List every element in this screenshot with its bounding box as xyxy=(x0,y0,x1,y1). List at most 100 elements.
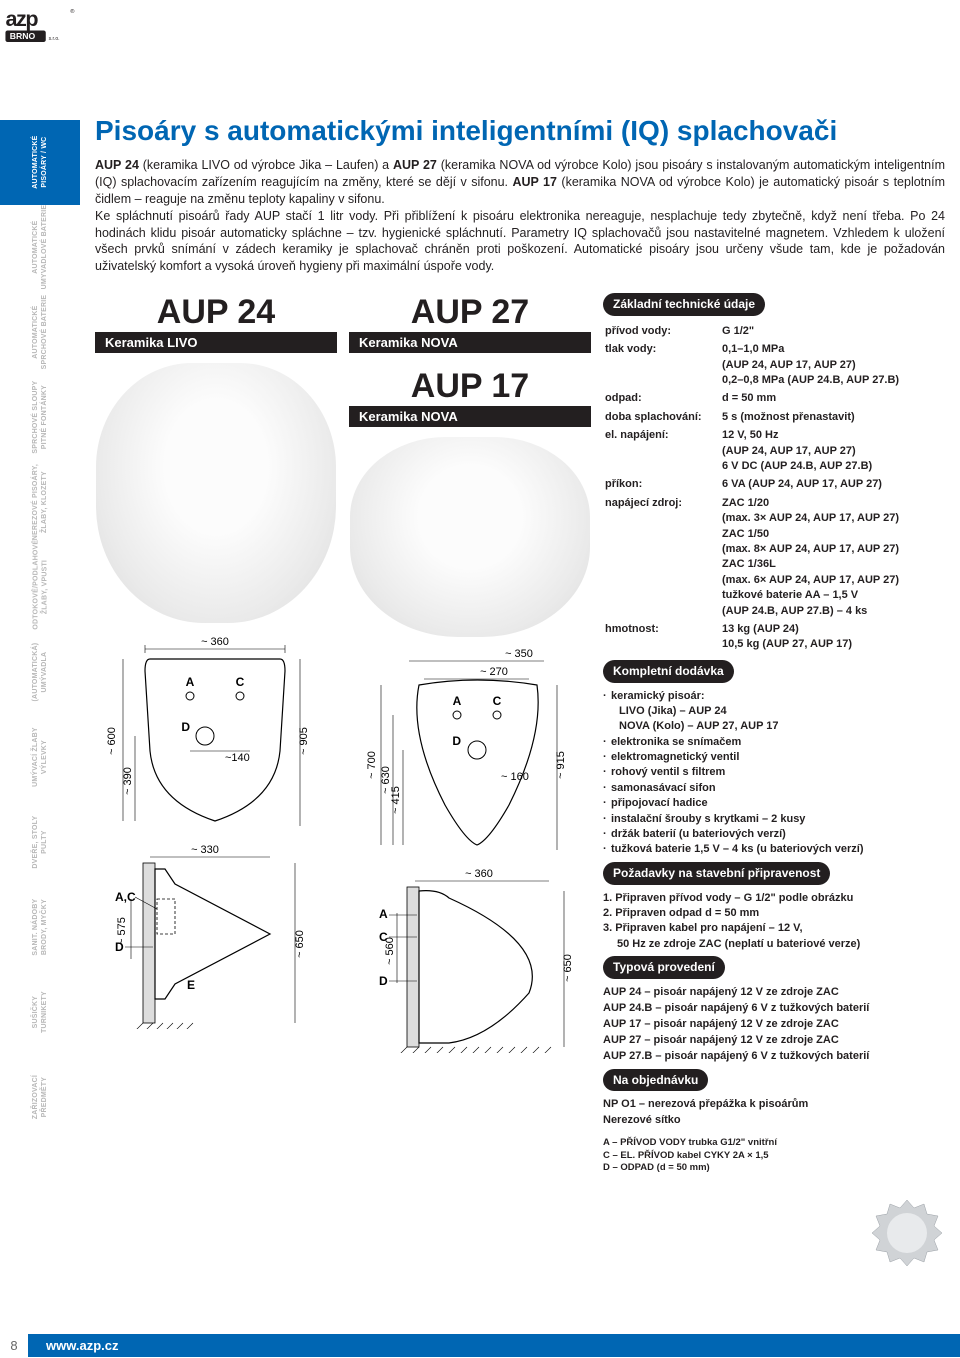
column-right: Základní technické údaje přívod vody:G 1… xyxy=(603,289,945,1174)
sidebar-tab-1[interactable]: AUTOMATICKÉ UMYVADLOVÉ BATERIE xyxy=(0,205,80,290)
svg-text:~140: ~140 xyxy=(225,752,250,764)
spec-key: příkon: xyxy=(605,477,720,493)
product-image-aup24 xyxy=(96,363,336,623)
variant-item: AUP 24.B – pisoár napájený 6 V z tužkový… xyxy=(603,1001,945,1017)
svg-text:azp: azp xyxy=(5,6,38,31)
svg-text:~ 390: ~ 390 xyxy=(122,767,134,795)
diagram-aup27-side: ~ 360 A C xyxy=(349,863,589,1053)
footer-url: www.azp.cz xyxy=(28,1334,960,1357)
legend-item: D – ODPAD (d = 50 mm) xyxy=(603,1162,945,1174)
svg-text:~ 360: ~ 360 xyxy=(201,636,229,648)
spec-key: tlak vody: xyxy=(605,342,720,389)
product-image-aup27 xyxy=(350,437,590,637)
sidebar-tab-4[interactable]: NEREZOVÉ PISOÁRY, ŽLABY, KLOZETY xyxy=(0,460,80,545)
svg-text:~ 600: ~ 600 xyxy=(106,727,118,755)
legend-item: C – EL. PŘÍVOD kabel CYKY 2A × 1,5 xyxy=(603,1150,945,1162)
svg-text:D: D xyxy=(379,974,388,988)
sidebar-tab-label: NEREZOVÉ PISOÁRY, ŽLABY, KLOZETY xyxy=(31,463,49,543)
svg-text:A,C: A,C xyxy=(115,890,136,904)
specs-table: přívod vody:G 1/2"tlak vody:0,1–1,0 MPa … xyxy=(603,322,945,656)
spec-key: přívod vody: xyxy=(605,324,720,340)
sidebar-tab-11[interactable]: ZAŘIZOVACÍ PŘEDMĚTY xyxy=(0,1055,80,1140)
reqs-list: 1. Připraven přívod vody – G 1/2" podle … xyxy=(603,891,945,953)
diagram-aup27-front: ~ 350 ~ 270 A C D ~ 160 ~ 700 ~ 630 xyxy=(349,645,589,855)
page-footer: 8 www.azp.cz xyxy=(0,1332,960,1358)
svg-text:BRNO: BRNO xyxy=(10,31,36,41)
sidebar-tab-label: SANIT. NÁDOBY BRODY, MYČKY xyxy=(31,888,49,968)
sidebar-tab-10[interactable]: SUŠIČKY TURNIKETY xyxy=(0,970,80,1055)
spec-value: 0,1–1,0 MPa (AUP 24, AUP 17, AUP 27) 0,2… xyxy=(722,342,943,389)
sidebar-tab-9[interactable]: SANIT. NÁDOBY BRODY, MYČKY xyxy=(0,885,80,970)
sidebar-tabs: AUTOMATICKÉ PISOÁRY / WCAUTOMATICKÉ UMYV… xyxy=(0,120,80,1140)
sidebar-tab-label: AUTOMATICKÉ UMYVADLOVÉ BATERIE xyxy=(31,205,49,290)
delivery-item: elektronika se snímačem xyxy=(603,735,945,750)
req-item: 3. Připraven kabel pro napájení – 12 V, xyxy=(603,921,945,936)
delivery-item: držák baterií (u bateriových verzí) xyxy=(603,827,945,842)
product-name: AUP 17 xyxy=(349,363,591,406)
product-subtitle: Keramika NOVA xyxy=(349,332,591,353)
variant-item: AUP 24 – pisoár napájený 12 V ze zdroje … xyxy=(603,985,945,1001)
sidebar-tab-8[interactable]: DVEŘE, STOLY PULTY xyxy=(0,800,80,885)
sidebar-tab-7[interactable]: UMÝVACÍ ŽLABY VÝLEVKY xyxy=(0,715,80,800)
seal-badge xyxy=(872,1198,942,1268)
page-number: 8 xyxy=(0,1338,28,1353)
svg-text:~ 905: ~ 905 xyxy=(298,727,310,755)
spec-row: hmotnost:13 kg (AUP 24) 10,5 kg (AUP 27,… xyxy=(605,622,943,654)
svg-text:~ 270: ~ 270 xyxy=(480,666,508,678)
svg-text:C: C xyxy=(493,694,502,708)
svg-text:s.r.o.: s.r.o. xyxy=(49,36,60,42)
svg-text:D: D xyxy=(181,720,190,734)
spec-value: 5 s (možnost přenastavit) xyxy=(722,410,943,426)
delivery-list: keramický pisoár:LIVO (Jika) – AUP 24NOV… xyxy=(603,689,945,858)
spec-row: doba splachování:5 s (možnost přenastavi… xyxy=(605,410,943,426)
svg-text:~ 415: ~ 415 xyxy=(390,786,402,814)
order-item: Nerezové sítko xyxy=(603,1113,945,1129)
variant-item: AUP 17 – pisoár napájený 12 V ze zdroje … xyxy=(603,1017,945,1033)
product-subtitle: Keramika LIVO xyxy=(95,332,337,353)
svg-text:~ 575: ~ 575 xyxy=(116,917,128,945)
delivery-item: NOVA (Kolo) – AUP 27, AUP 17 xyxy=(603,719,945,734)
svg-text:C: C xyxy=(236,675,245,689)
diagram-aup24-side: ~ 330 A,C D E ~ 575 xyxy=(95,839,335,1029)
section-reqs-head: Požadavky na stavební připravenost xyxy=(603,862,830,885)
diagram-aup24-front: ~ 360 A C D ~ 600 ~ 390 ~ 905 xyxy=(95,631,335,831)
page-title: Pisoáry s automatickými inteligentními (… xyxy=(95,115,945,147)
sidebar-tab-2[interactable]: AUTOMATICKÉ SPRCHOVÉ BATERIE xyxy=(0,290,80,375)
spec-row: tlak vody:0,1–1,0 MPa (AUP 24, AUP 17, A… xyxy=(605,342,943,389)
spec-key: napájecí zdroj: xyxy=(605,496,720,620)
spec-key: doba splachování: xyxy=(605,410,720,426)
svg-text:~ 650: ~ 650 xyxy=(294,930,306,958)
svg-text:A: A xyxy=(186,675,195,689)
sidebar-tab-label: DVEŘE, STOLY PULTY xyxy=(31,803,49,883)
section-variants-head: Typová provedení xyxy=(603,956,725,979)
spec-key: hmotnost: xyxy=(605,622,720,654)
variant-item: AUP 27.B – pisoár napájený 6 V z tužkový… xyxy=(603,1049,945,1065)
legend: A – PŘÍVOD VODY trubka G1/2" vnitřníC – … xyxy=(603,1137,945,1174)
delivery-item: keramický pisoár: xyxy=(603,689,945,704)
delivery-item: instalační šrouby s krytkami – 2 kusy xyxy=(603,812,945,827)
column-left: AUP 24 Keramika LIVO ~ 360 A C D xyxy=(95,289,337,1174)
sidebar: azp ® BRNO s.r.o. AUTOMATICKÉ PISOÁRY / … xyxy=(0,0,80,1358)
spec-value: 12 V, 50 Hz (AUP 24, AUP 17, AUP 27) 6 V… xyxy=(722,428,943,475)
svg-text:~ 350: ~ 350 xyxy=(505,648,533,660)
req-item: 2. Připraven odpad d = 50 mm xyxy=(603,906,945,921)
spec-row: příkon:6 VA (AUP 24, AUP 17, AUP 27) xyxy=(605,477,943,493)
sidebar-tab-5[interactable]: ODTOKOVÉ/PODLAHOVÉ ŽLABY, VPUSTI xyxy=(0,545,80,630)
spec-row: napájecí zdroj:ZAC 1/20 (max. 3× AUP 24,… xyxy=(605,496,943,620)
sidebar-tab-0[interactable]: AUTOMATICKÉ PISOÁRY / WC xyxy=(0,120,80,205)
sidebar-tab-6[interactable]: (AUTOMATICKÁ) UMÝVADLA xyxy=(0,630,80,715)
req-item: 50 Hz ze zdroje ZAC (neplatí u bateriové… xyxy=(603,937,945,952)
svg-text:®: ® xyxy=(70,8,75,15)
section-specs-head: Základní technické údaje xyxy=(603,293,765,316)
delivery-item: připojovací hadice xyxy=(603,796,945,811)
product-subtitle: Keramika NOVA xyxy=(349,406,591,427)
sidebar-tab-3[interactable]: SPRCHOVÉ SLOUPY PITNÉ FONTÁNKY xyxy=(0,375,80,460)
svg-text:~ 330: ~ 330 xyxy=(191,844,219,856)
delivery-item: LIVO (Jika) – AUP 24 xyxy=(603,704,945,719)
sidebar-tab-label: ZAŘIZOVACÍ PŘEDMĚTY xyxy=(31,1058,49,1138)
delivery-item: tužková baterie 1,5 V – 4 ks (u bateriov… xyxy=(603,842,945,857)
sidebar-tab-label: ODTOKOVÉ/PODLAHOVÉ ŽLABY, VPUSTI xyxy=(31,545,49,630)
svg-text:A: A xyxy=(379,907,388,921)
svg-text:E: E xyxy=(187,978,195,992)
delivery-item: samonasávací sifon xyxy=(603,781,945,796)
